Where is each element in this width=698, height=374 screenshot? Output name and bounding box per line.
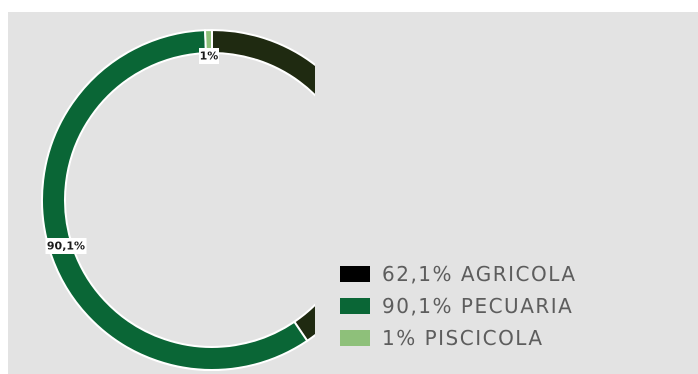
data-label-box-piscicola	[199, 48, 219, 64]
legend-swatch-piscicola	[340, 330, 370, 346]
data-label-text-pecuaria: 90,1%	[47, 240, 85, 253]
legend-swatch-agricola	[340, 266, 370, 282]
legend-item-piscicola: 1% PISCICOLA	[340, 322, 680, 354]
legend-item-pecuaria: 90,1% PECUARIA	[340, 290, 680, 322]
donut-slice-pecuaria	[41, 29, 309, 371]
data-label-text-piscicola: 1%	[200, 50, 219, 63]
legend-swatch-pecuaria	[340, 298, 370, 314]
data-label-pecuaria: 90,1%	[45, 238, 87, 254]
data-label-box-pecuaria	[45, 238, 87, 254]
legend-label-pecuaria: 90,1% PECUARIA	[382, 294, 574, 318]
legend-label-agricola: 62,1% AGRICOLA	[382, 262, 577, 286]
donut-slices	[41, 28, 315, 371]
panel-top-gap	[318, 0, 698, 12]
data-label-piscicola: 1%	[199, 48, 219, 64]
legend-item-agricola: 62,1% AGRICOLA	[340, 258, 680, 290]
legend-label-piscicola: 1% PISCICOLA	[382, 326, 544, 350]
chart-legend: 62,1% AGRICOLA 90,1% PECUARIA 1% PISCICO…	[340, 258, 680, 354]
